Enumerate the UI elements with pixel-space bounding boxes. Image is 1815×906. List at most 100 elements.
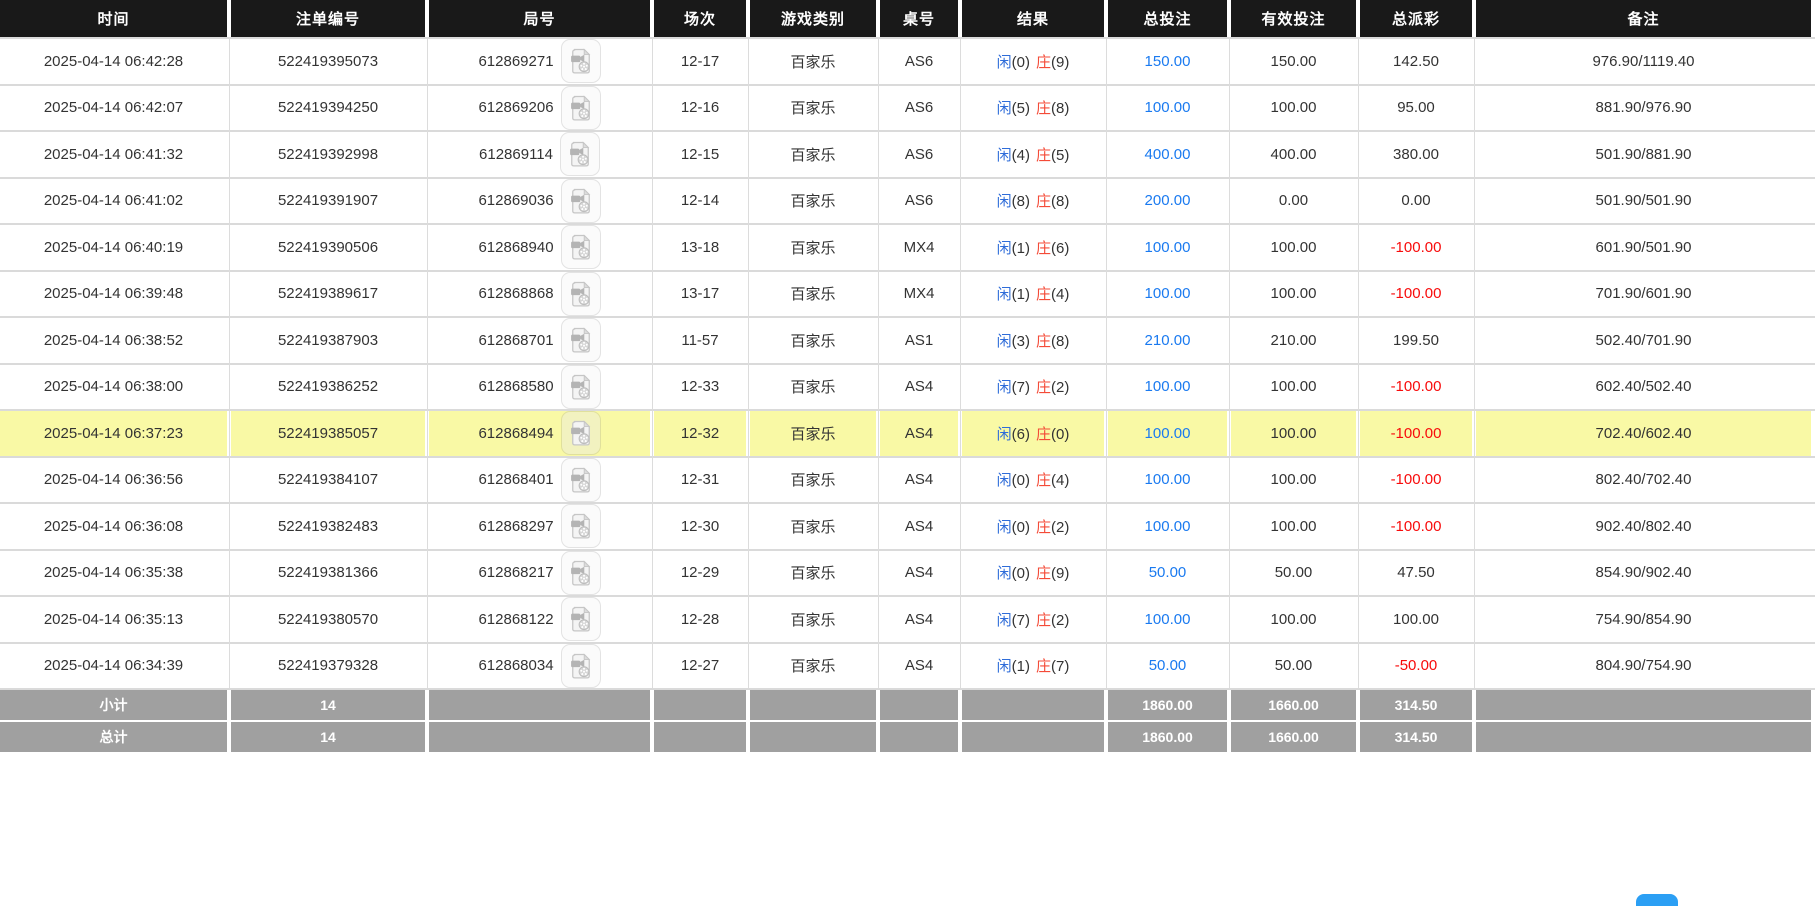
table-no-value: AS6 [904,192,934,210]
table-row[interactable]: 2025-04-14 06:36:56 522419384107 6128684… [0,455,1815,502]
table-row[interactable]: 2025-04-14 06:42:07 522419394250 6128692… [0,83,1815,130]
round-id-value: 612868217 [478,564,554,582]
table-no-cell: MX4 [880,269,961,316]
summary-count-cell: 14 [231,690,425,720]
payout-cell: 100.00 [1360,595,1475,642]
video-replay-icon [570,327,590,353]
remark-cell: 602.40/502.40 [1476,364,1811,409]
table-row[interactable]: 2025-04-14 06:40:19 522419390506 6128689… [0,223,1815,270]
total-bet-link[interactable]: 400.00 [1144,145,1191,163]
payout-value: 199.50 [1393,331,1439,349]
video-replay-button[interactable] [560,411,601,456]
video-replay-button[interactable] [560,225,601,270]
subtotal-row: 小计 14 1860.00 1660.00 314.50 [0,688,1815,720]
total-bet-link[interactable]: 50.00 [1148,564,1187,582]
valid-bet-cell: 150.00 [1231,37,1359,84]
video-replay-icon [570,141,590,167]
total-bet-link[interactable]: 100.00 [1144,610,1191,628]
player-result-points: (3) [1011,332,1030,350]
total-bet-link[interactable]: 100.00 [1144,517,1191,535]
total-bet-link[interactable]: 210.00 [1144,331,1191,349]
summary-count-cell: 14 [231,722,425,752]
remark-cell: 754.90/854.90 [1476,597,1811,642]
table-row[interactable]: 2025-04-14 06:39:48 522419389617 6128688… [0,269,1815,316]
video-replay-button[interactable] [560,597,601,642]
table-row[interactable]: 2025-04-14 06:36:08 522419382483 6128682… [0,502,1815,549]
video-replay-button[interactable] [560,504,601,549]
total-bet-link[interactable]: 100.00 [1144,285,1191,303]
payout-cell: -100.00 [1360,502,1475,549]
total-bet-link[interactable]: 100.00 [1144,99,1191,117]
video-replay-icon [570,188,590,214]
video-replay-button[interactable] [560,550,601,595]
video-replay-button[interactable] [560,318,601,363]
round-id-value: 612869271 [478,52,554,70]
total-bet-link[interactable]: 50.00 [1148,657,1187,675]
table-no-value: AS4 [904,517,934,535]
table-row[interactable]: 2025-04-14 06:38:00 522419386252 6128685… [0,362,1815,409]
table-row[interactable]: 2025-04-14 06:34:39 522419379328 6128680… [0,641,1815,688]
time-value: 2025-04-14 06:38:00 [43,378,184,396]
time-value: 2025-04-14 06:38:52 [43,331,184,349]
valid-bet-cell: 50.00 [1231,548,1359,595]
table-row[interactable]: 2025-04-14 06:37:23 522419385057 6128684… [0,409,1815,456]
result-value: 闲(1) 庄(7) [997,655,1070,676]
table-no-cell: AS4 [880,641,961,688]
total-bet-link[interactable]: 100.00 [1144,238,1191,256]
table-row[interactable]: 2025-04-14 06:38:52 522419387903 6128687… [0,316,1815,363]
total-bet-link[interactable]: 200.00 [1144,192,1191,210]
player-result-label: 闲 [996,518,1012,536]
table-row[interactable]: 2025-04-14 06:35:13 522419380570 6128681… [0,595,1815,642]
table-row[interactable]: 2025-04-14 06:35:38 522419381366 6128682… [0,548,1815,595]
round-id-cell: 612868580 [429,362,653,409]
video-replay-button[interactable] [560,643,601,688]
payout-cell: -50.00 [1360,641,1475,688]
total-bet-cell: 50.00 [1108,641,1230,688]
video-replay-icon [570,234,590,260]
video-replay-button[interactable] [560,39,601,84]
bet-id-cell: 522419394250 [231,83,428,130]
remark-cell: 501.90/881.90 [1476,132,1811,177]
session-value: 12-15 [680,145,720,163]
payout-value: 0.00 [1401,192,1431,210]
round-id-cell: 612868494 [429,409,653,456]
total-bet-link[interactable]: 100.00 [1144,471,1191,489]
total-bet-link[interactable]: 100.00 [1144,378,1191,396]
total-bet-cell: 100.00 [1108,409,1230,456]
video-replay-button[interactable] [560,271,601,316]
game-type-cell: 百家乐 [750,641,879,688]
table-row[interactable]: 2025-04-14 06:42:28 522419395073 6128692… [0,37,1815,84]
payout-value: -100.00 [1390,285,1442,303]
table-no-cell: AS4 [880,548,961,595]
session-cell: 12-27 [654,641,749,688]
valid-bet-value: 100.00 [1270,610,1317,628]
valid-bet-cell: 100.00 [1231,502,1359,549]
remark-value: 602.40/502.40 [1595,378,1692,396]
banker-result-label: 庄 [1036,565,1052,583]
total-bet-link[interactable]: 100.00 [1144,424,1191,442]
time-value: 2025-04-14 06:40:19 [43,238,184,256]
game-type-cell: 百家乐 [750,548,879,595]
banker-result-points: (5) [1051,146,1070,164]
video-replay-button[interactable] [559,132,600,177]
table-header-row: 时间 注单编号 局号 场次 游戏类别 桌号 结果 总投注 有效投注 总派彩 备注 [0,0,1815,37]
video-replay-button[interactable] [560,85,601,130]
banker-result-points: (4) [1051,286,1070,304]
session-value: 12-31 [680,471,720,489]
column-header: 局号 [429,0,650,37]
remark-value: 804.90/754.90 [1595,657,1692,675]
total-bet-cell: 100.00 [1108,269,1230,316]
video-replay-button[interactable] [560,364,601,409]
video-replay-button[interactable] [560,457,601,502]
table-no-value: AS4 [904,564,934,582]
table-row[interactable]: 2025-04-14 06:41:02 522419391907 6128690… [0,176,1815,223]
game-type-value: 百家乐 [790,239,836,257]
table-row[interactable]: 2025-04-14 06:41:32 522419392998 6128691… [0,130,1815,177]
floating-widget[interactable] [1636,894,1678,906]
session-value: 12-29 [680,564,720,582]
video-replay-button[interactable] [560,178,601,223]
payout-cell: -100.00 [1360,455,1475,502]
total-bet-link[interactable]: 150.00 [1144,52,1191,70]
game-type-cell: 百家乐 [750,223,879,270]
bet-id-value: 522419381366 [277,564,379,582]
